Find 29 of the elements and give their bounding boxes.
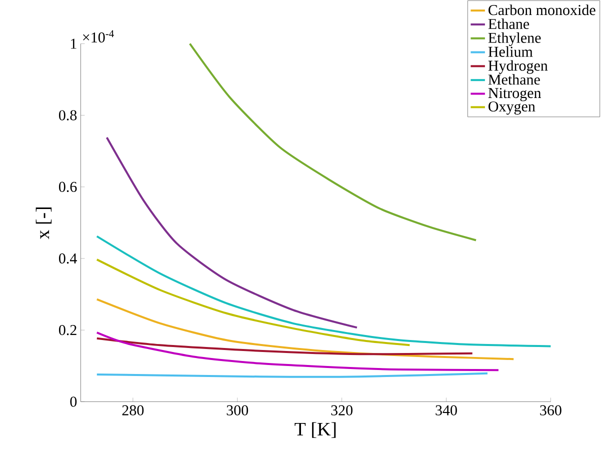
line-series bbox=[96, 258, 411, 346]
y-tick-label: 0 bbox=[70, 396, 77, 407]
x-tick-label: 360 bbox=[540, 405, 562, 416]
y-tick-label: 1 bbox=[70, 38, 76, 49]
legend-label: Ethylene bbox=[488, 32, 541, 46]
line-series bbox=[188, 42, 478, 242]
line-series bbox=[96, 235, 552, 348]
legend-label: Nitrogen bbox=[488, 88, 542, 102]
text: ×10$^{-4}$ bbox=[83, 30, 114, 42]
line-series bbox=[96, 332, 500, 372]
legend-label: Hydrogen bbox=[488, 60, 548, 74]
y-tick-label: 0.6 bbox=[58, 182, 77, 192]
line-series bbox=[96, 337, 474, 356]
legend-label: Methane bbox=[488, 74, 540, 85]
legend-label: Oxygen bbox=[488, 101, 536, 115]
x-tick-label: 300 bbox=[226, 405, 248, 416]
y-axis-title: x [-] bbox=[36, 208, 52, 240]
x-tick-label: 280 bbox=[122, 405, 144, 416]
legend-label: Carbon monoxide bbox=[488, 4, 596, 16]
legend-label: Helium bbox=[488, 46, 533, 57]
y-tick-label: 0.8 bbox=[58, 110, 77, 120]
x-axis-title: T [K] bbox=[294, 422, 336, 438]
x-tick-label: 340 bbox=[436, 405, 457, 416]
line-series bbox=[106, 136, 358, 329]
legend-label: Ethane bbox=[488, 18, 530, 30]
x-tick-label: 320 bbox=[331, 405, 352, 416]
line-series bbox=[96, 298, 515, 360]
y-tick-label: 0.4 bbox=[58, 253, 77, 264]
y-tick-label: 0.2 bbox=[58, 324, 76, 336]
